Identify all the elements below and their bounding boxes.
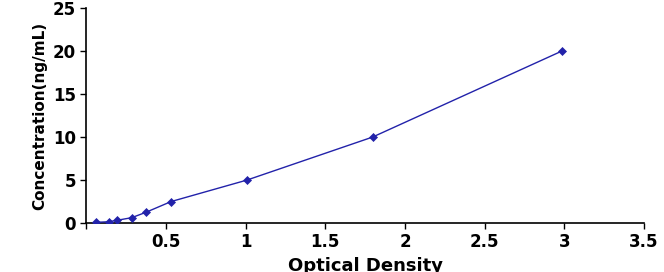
Y-axis label: Concentration(ng/mL): Concentration(ng/mL) xyxy=(33,21,47,210)
X-axis label: Optical Density: Optical Density xyxy=(288,257,443,272)
